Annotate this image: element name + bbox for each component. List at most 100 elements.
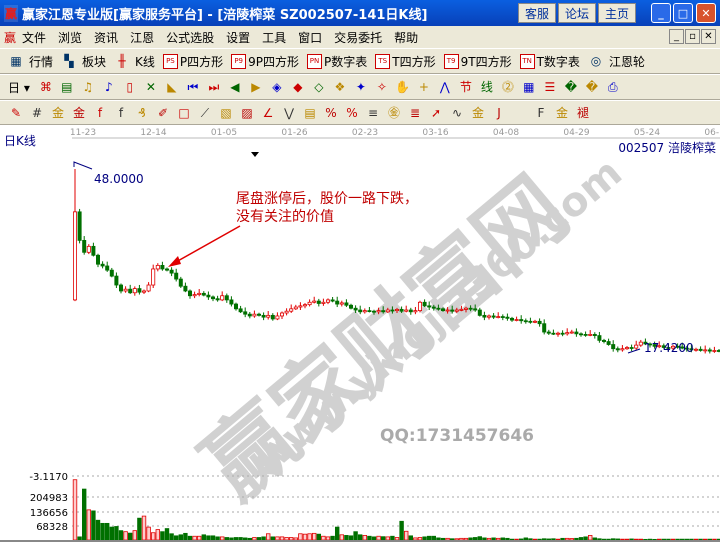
hand-icon[interactable]: ✋ xyxy=(395,80,411,94)
menu-browse[interactable]: 浏览 xyxy=(58,30,83,45)
mdi-minimize-icon[interactable]: _ xyxy=(669,29,684,44)
fan-icon[interactable]: □ xyxy=(178,105,190,120)
j-icon[interactable]: 金 xyxy=(471,105,484,120)
chart-type-icon[interactable]: ⌘ xyxy=(39,80,52,94)
menu-file[interactable]: 文件 xyxy=(22,30,47,45)
forum-button[interactable]: 论坛 xyxy=(558,3,596,23)
prev-icon[interactable]: ◀ xyxy=(230,80,240,94)
toolbar-pn-button[interactable]: PN P数字表 xyxy=(307,53,367,70)
candle-body xyxy=(500,316,505,318)
toolbar-grid-button[interactable]: ▦ 行情 xyxy=(8,53,53,70)
diamond4-icon[interactable]: ❖ xyxy=(334,80,346,94)
next-icon[interactable]: ▶ xyxy=(251,80,261,94)
diamond6-icon[interactable]: ✧ xyxy=(376,80,387,94)
ps-icon: PS xyxy=(162,53,178,69)
arrow-head-icon xyxy=(168,256,181,267)
wave3-icon[interactable]: ♫ xyxy=(82,80,94,94)
square-icon[interactable]: ⟋ xyxy=(200,105,210,120)
notes-icon[interactable]: ☰ xyxy=(544,80,556,94)
candle-body xyxy=(307,301,312,306)
menu-help[interactable]: 帮助 xyxy=(394,30,419,45)
candle-body xyxy=(634,344,639,349)
menu-gann[interactable]: 江恩 xyxy=(130,30,155,45)
toolbar-candles-button[interactable]: ╫ K线 xyxy=(114,53,155,70)
si-icon[interactable]: 褪 xyxy=(576,105,589,120)
ray-icon[interactable]: 线 xyxy=(480,80,493,94)
calculator-icon[interactable]: ▦ xyxy=(523,80,535,94)
wave9-icon[interactable]: ♪ xyxy=(105,80,113,94)
exit-icon[interactable]: ⎙ xyxy=(608,80,618,94)
pen-icon[interactable]: ✎ xyxy=(10,105,22,120)
menu-settings[interactable]: 设置 xyxy=(226,30,251,45)
homepage-button[interactable]: 主页 xyxy=(598,3,636,23)
diamond3-icon[interactable]: ◇ xyxy=(314,80,324,94)
brush-icon[interactable]: ₰ xyxy=(138,105,146,120)
volume-bar xyxy=(399,520,404,541)
box-icon[interactable]: ✐ xyxy=(157,105,169,120)
calendar21-icon[interactable]: ⓶ xyxy=(501,80,514,94)
volume-bar xyxy=(482,537,487,541)
menu-window[interactable]: 窗口 xyxy=(298,30,323,45)
pct-lines-icon[interactable]: % xyxy=(346,105,358,120)
menu-formula[interactable]: 公式选股 xyxy=(166,30,215,45)
f-icon[interactable]: J xyxy=(497,105,501,120)
menu-tools[interactable]: 工具 xyxy=(262,30,287,45)
sheng-icon[interactable]: 金 xyxy=(555,105,568,120)
triangle-icon[interactable]: ◣ xyxy=(167,80,177,94)
menu-trade[interactable]: 交易委托 xyxy=(334,30,383,45)
gold2-icon[interactable]: 金 xyxy=(72,105,85,120)
gold-circle-icon[interactable]: ≡ xyxy=(367,105,379,120)
mdi-restore-icon[interactable]: ▫ xyxy=(685,29,700,44)
volume-bar xyxy=(132,530,137,541)
pct-icon[interactable]: % xyxy=(325,105,337,120)
minimize-icon[interactable]: _ xyxy=(651,3,671,23)
angles-icon[interactable]: ▧ xyxy=(220,105,232,120)
print-icon[interactable]: � xyxy=(585,80,598,94)
toolbar-blocks-button[interactable]: ▚ 板块 xyxy=(61,53,106,70)
crosshair-icon[interactable]: + xyxy=(418,80,429,94)
arc-icon[interactable]: ▨ xyxy=(241,105,253,120)
save-icon[interactable]: � xyxy=(564,80,577,94)
sine-icon[interactable]: ➚ xyxy=(430,105,442,120)
volume-bar xyxy=(82,488,87,541)
line-icon[interactable]: ⋀ xyxy=(439,80,450,94)
mdi-close-icon[interactable]: ✕ xyxy=(701,29,716,44)
pct-red-icon[interactable]: ▤ xyxy=(304,105,316,120)
toolbar-ps-button[interactable]: PS P四方形 xyxy=(162,53,223,70)
first-icon[interactable]: ⏮ xyxy=(187,80,199,94)
gann-icon[interactable]: ✕ xyxy=(145,80,156,94)
volume-bar xyxy=(270,536,275,541)
hash-icon[interactable]: # xyxy=(31,105,43,120)
service-button[interactable]: 客服 xyxy=(518,3,556,23)
chart-canvas[interactable]: 11-23 12-14 01-05 01-26 02-23 03-16 04-08 04-29… xyxy=(0,125,720,543)
tui-icon[interactable]: F xyxy=(537,105,545,120)
fork-icon[interactable]: f xyxy=(97,105,103,120)
maximize-icon[interactable]: □ xyxy=(673,3,693,23)
toolbar-p9-button[interactable]: P9 9P四方形 xyxy=(231,53,299,70)
kline-chart[interactable]: 11-23 12-14 01-05 01-26 02-23 03-16 04-08 04-29… xyxy=(0,125,720,543)
toolbar-t9-button[interactable]: T9 9T四方形 xyxy=(443,53,512,70)
volume-bar xyxy=(178,534,183,541)
spiral-icon[interactable]: f xyxy=(118,105,124,120)
toolbar-ts-button[interactable]: TS T四方形 xyxy=(375,53,436,70)
diamond2-icon[interactable]: ◆ xyxy=(293,80,303,94)
gold1-icon[interactable]: 金 xyxy=(51,105,64,120)
node-icon[interactable]: 节 xyxy=(459,80,472,94)
candle-icon[interactable]: ▯ xyxy=(126,80,134,94)
toolbar-tn-button[interactable]: TN T数字表 xyxy=(519,53,580,70)
menu-news[interactable]: 资讯 xyxy=(94,30,119,45)
period-select[interactable]: 日 ▾ xyxy=(8,80,30,95)
toolbar-wheel-button[interactable]: ◎ 江恩轮 xyxy=(588,53,645,70)
arrow-icon[interactable]: ≣ xyxy=(409,105,421,120)
diamond5-icon[interactable]: ✦ xyxy=(355,80,366,94)
calendar-icon[interactable]: ▤ xyxy=(61,80,73,94)
table-icon[interactable]: ⋁ xyxy=(284,105,294,120)
gold-fan-icon[interactable] xyxy=(512,105,528,121)
gold-base-icon[interactable]: ∿ xyxy=(451,105,463,120)
last-icon[interactable]: ⏭ xyxy=(208,80,220,94)
v-icon[interactable]: ∠ xyxy=(262,105,274,120)
low-marker xyxy=(627,348,641,354)
gold-lines-icon[interactable]: ㊎ xyxy=(387,105,400,120)
close-icon[interactable]: ✕ xyxy=(696,3,716,23)
diamond1-icon[interactable]: ◈ xyxy=(272,80,282,94)
